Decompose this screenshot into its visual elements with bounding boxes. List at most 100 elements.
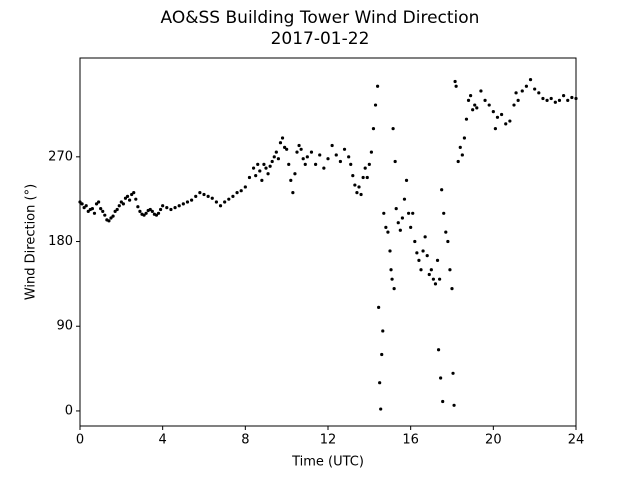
data-point <box>460 153 464 157</box>
data-point <box>382 211 386 215</box>
data-point <box>309 150 314 154</box>
data-point <box>357 185 361 189</box>
data-point <box>427 272 431 277</box>
data-point <box>299 147 303 151</box>
data-point <box>243 185 247 189</box>
data-point <box>473 103 477 107</box>
data-point <box>469 94 473 98</box>
data-point <box>392 286 396 291</box>
y-tick-label: 0 <box>65 403 73 418</box>
x-tick-label: 16 <box>402 433 419 448</box>
data-point <box>557 98 562 102</box>
data-point <box>132 190 136 195</box>
data-point <box>266 172 270 176</box>
data-point <box>349 162 353 166</box>
data-point <box>512 103 516 107</box>
data-point <box>516 98 520 102</box>
data-point <box>260 178 264 182</box>
data-point <box>452 403 456 407</box>
data-point <box>359 192 363 197</box>
data-point <box>524 84 529 88</box>
data-point <box>276 157 280 161</box>
data-point <box>495 115 500 119</box>
data-point <box>464 117 469 121</box>
data-point <box>330 143 334 148</box>
data-point <box>268 164 272 168</box>
data-point <box>138 209 142 214</box>
data-point <box>136 205 140 209</box>
data-point <box>347 155 351 159</box>
data-point <box>528 78 533 82</box>
chart-subtitle: 2017-01-22 <box>271 29 370 49</box>
data-point <box>150 209 154 214</box>
data-point <box>291 190 295 195</box>
data-point <box>227 197 231 201</box>
data-point <box>235 190 239 195</box>
data-point <box>451 371 455 375</box>
data-point <box>214 200 218 204</box>
data-point <box>322 166 326 170</box>
data-point <box>113 209 117 214</box>
data-point <box>533 87 537 91</box>
data-point <box>456 159 460 164</box>
x-tick-label: 20 <box>485 433 502 448</box>
data-point <box>371 126 376 131</box>
data-point <box>123 196 128 200</box>
data-point <box>287 162 291 166</box>
data-point <box>508 119 512 123</box>
data-point <box>413 239 417 244</box>
data-point <box>376 84 380 88</box>
data-point <box>549 96 553 101</box>
data-point <box>380 352 384 357</box>
data-point <box>206 194 210 198</box>
data-point <box>390 277 394 281</box>
data-point <box>202 192 206 197</box>
data-point <box>90 206 94 211</box>
data-point <box>303 162 307 166</box>
data-point <box>487 103 491 107</box>
data-point <box>115 207 119 212</box>
data-point <box>355 190 359 195</box>
data-point <box>169 207 173 212</box>
data-point <box>373 103 378 107</box>
data-point <box>439 376 443 380</box>
data-point <box>258 169 262 173</box>
data-point <box>78 200 82 204</box>
data-point <box>407 211 411 215</box>
x-tick-label: 24 <box>568 433 585 448</box>
data-point <box>198 190 202 195</box>
data-point <box>574 96 578 101</box>
data-point <box>156 211 161 215</box>
data-point <box>82 206 86 210</box>
data-point <box>479 89 483 93</box>
data-point <box>431 277 435 281</box>
data-point <box>409 225 413 230</box>
data-point <box>411 211 415 215</box>
data-point <box>415 251 419 255</box>
data-point <box>404 178 409 182</box>
data-point <box>384 225 388 230</box>
data-point <box>377 305 381 310</box>
data-point <box>444 230 448 234</box>
data-point <box>458 145 462 150</box>
data-point <box>86 209 90 214</box>
data-point <box>254 174 258 178</box>
data-point <box>491 110 495 114</box>
data-point <box>190 198 194 202</box>
data-point <box>570 95 574 100</box>
data-point <box>500 112 504 117</box>
data-point <box>342 147 347 151</box>
data-point <box>185 200 190 204</box>
data-point <box>252 166 256 170</box>
data-point <box>435 258 440 262</box>
data-point <box>379 407 383 411</box>
x-tick-label: 4 <box>159 433 167 448</box>
data-point <box>417 258 421 262</box>
data-point <box>400 216 404 220</box>
data-point <box>421 249 425 253</box>
data-point <box>223 200 227 204</box>
data-point <box>440 188 444 192</box>
data-point <box>442 211 446 215</box>
data-point <box>338 159 342 164</box>
